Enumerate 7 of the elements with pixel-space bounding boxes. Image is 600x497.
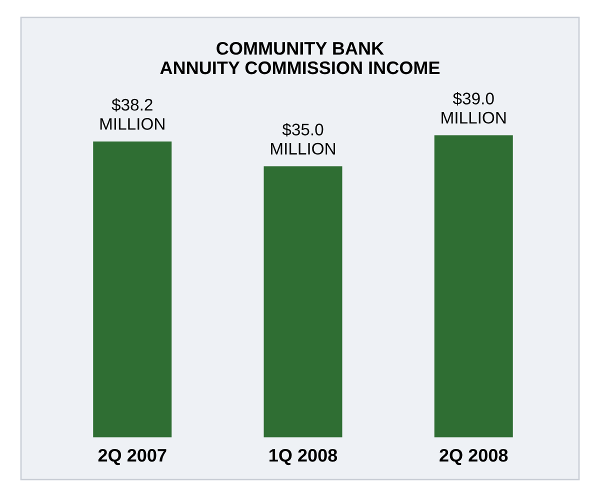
x-tick-label: 2Q 2007 [98,448,166,466]
x-tick-label: 1Q 2008 [270,448,338,466]
data-label: $38.2 MILLION [100,98,164,130]
data-label: $39.0 MILLION [442,92,506,124]
data-label: $35.0 MILLION [271,122,335,155]
x-tick-label: 2Q 2008 [440,448,508,466]
chart-title: COMMUNITY BANK ANNUITY COMMISSION INCOME [160,42,440,74]
